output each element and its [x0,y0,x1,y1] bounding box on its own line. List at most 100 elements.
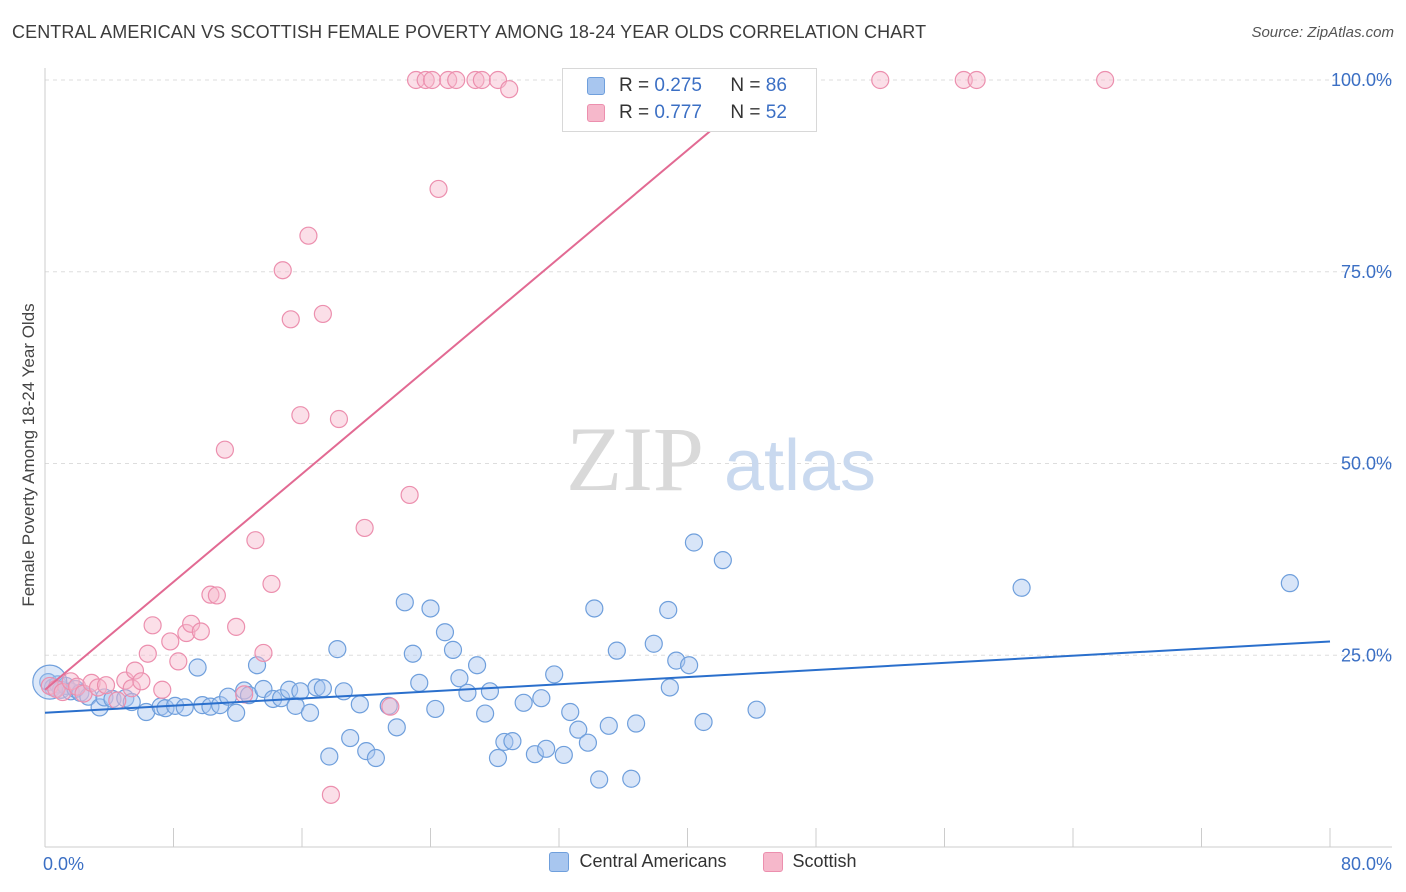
watermark: ZIP atlas [566,408,876,510]
data-point-scottish [967,70,986,90]
bottom-legend-label: Central Americans [579,851,727,871]
data-point-central-americans [480,682,500,701]
data-point-central-americans [476,704,495,723]
data-point-central-americans [403,644,422,663]
data-point-central-americans [590,770,609,789]
data-point-central-americans [32,664,68,700]
data-point-scottish [321,785,341,804]
data-point-central-americans [175,698,194,717]
data-point-central-americans [659,600,678,620]
data-point-central-americans [1012,578,1031,597]
data-point-central-americans [622,769,641,788]
legend-n-label: N = [730,102,766,123]
data-point-central-americans [569,720,588,739]
legend-n-label: N = [730,75,766,96]
data-point-central-americans [503,732,522,751]
data-point-central-americans [366,748,385,768]
data-point-central-americans [426,699,445,719]
data-point-central-americans [694,712,713,732]
data-point-scottish [125,661,145,680]
data-point-scottish [82,673,101,692]
data-point-scottish [429,179,448,199]
data-point-central-americans [421,599,440,618]
data-point-central-americans [1280,574,1299,593]
data-point-central-americans [227,703,246,722]
data-point-scottish [291,406,310,425]
data-point-scottish [472,70,491,90]
data-point-scottish [447,70,466,90]
data-point-scottish [235,685,254,704]
data-point-central-americans [291,682,310,701]
data-point-scottish [954,70,973,90]
data-point-scottish [182,614,201,633]
data-point-scottish [227,617,246,636]
data-point-scottish [191,622,210,641]
y-tick-label: 100.0% [1331,70,1392,90]
data-point-central-americans [357,742,376,761]
y-tick-label: 25.0% [1341,645,1392,665]
data-point-central-americans [443,640,463,659]
data-point-central-americans [599,716,618,735]
series-central-americans [32,533,1299,789]
data-point-central-americans [328,640,347,659]
data-point-scottish [215,440,234,459]
legend-r-label: R = [619,102,655,123]
watermark-atlas: atlas [724,426,876,506]
legend-swatch-pink [587,104,605,122]
data-point-central-americans [379,696,398,715]
bottom-legend-swatch-pink [762,851,783,872]
data-point-central-americans [626,714,646,733]
legend-n-value: 86 [765,75,787,96]
x-tick-label-max: 80.0% [1341,854,1392,874]
data-point-scottish [500,80,519,99]
data-point-scottish [281,310,300,329]
data-point-scottish [108,691,127,710]
data-point-central-americans [458,683,477,702]
data-point-central-americans [545,665,564,684]
data-point-scottish [329,409,349,429]
y-tick-label: 75.0% [1341,262,1392,282]
data-point-central-americans [585,599,604,618]
data-point-scottish [273,261,292,280]
data-point-scottish [246,531,265,550]
data-point-central-americans [644,634,663,653]
data-point-scottish [262,574,281,594]
data-point-scottish [201,585,220,604]
x-tick-label-min: 0.0% [43,854,84,874]
data-point-central-americans [350,695,369,714]
bottom-legend-label: Scottish [792,851,857,871]
legend-row-scottish: R = 0.777 N = 52 [587,100,787,126]
data-point-scottish [299,226,318,245]
data-point-central-americans [684,533,704,552]
data-point-central-americans [747,700,766,719]
tick-labels: 25.0% 50.0% 75.0% 100.0% 0.0% 80.0% [43,70,1392,874]
data-point-scottish [138,644,157,663]
data-point-central-americans [254,679,273,699]
data-point-central-americans [90,698,109,717]
legend-swatch-blue [587,77,605,95]
data-point-central-americans [578,733,598,752]
trendlines [44,79,1331,714]
bottom-legend-swatch-blue [549,851,570,872]
data-point-central-americans [525,745,545,764]
data-point-scottish [96,676,116,695]
data-point-central-americans [561,702,580,722]
legend-r-label: R = [619,75,655,96]
data-point-central-americans [554,745,573,765]
data-point-central-americans [122,692,141,712]
data-point-central-americans [300,703,320,722]
data-point-central-americans [341,728,360,748]
data-point-scottish [381,697,400,716]
data-point-central-americans [286,696,305,715]
bottom-legend: Central Americans Scottish [0,851,1406,872]
data-point-scottish [423,70,442,90]
data-point-scottish [313,304,332,324]
legend-row-central-americans: R = 0.275 N = 86 [587,73,787,99]
data-point-scottish [254,643,273,663]
data-point-central-americans [680,656,699,675]
data-point-scottish [161,632,180,651]
bottom-legend-central-americans: Central Americans [549,851,727,872]
data-point-scottish [416,70,435,90]
data-point-central-americans [313,679,332,698]
data-point-central-americans [713,551,732,570]
